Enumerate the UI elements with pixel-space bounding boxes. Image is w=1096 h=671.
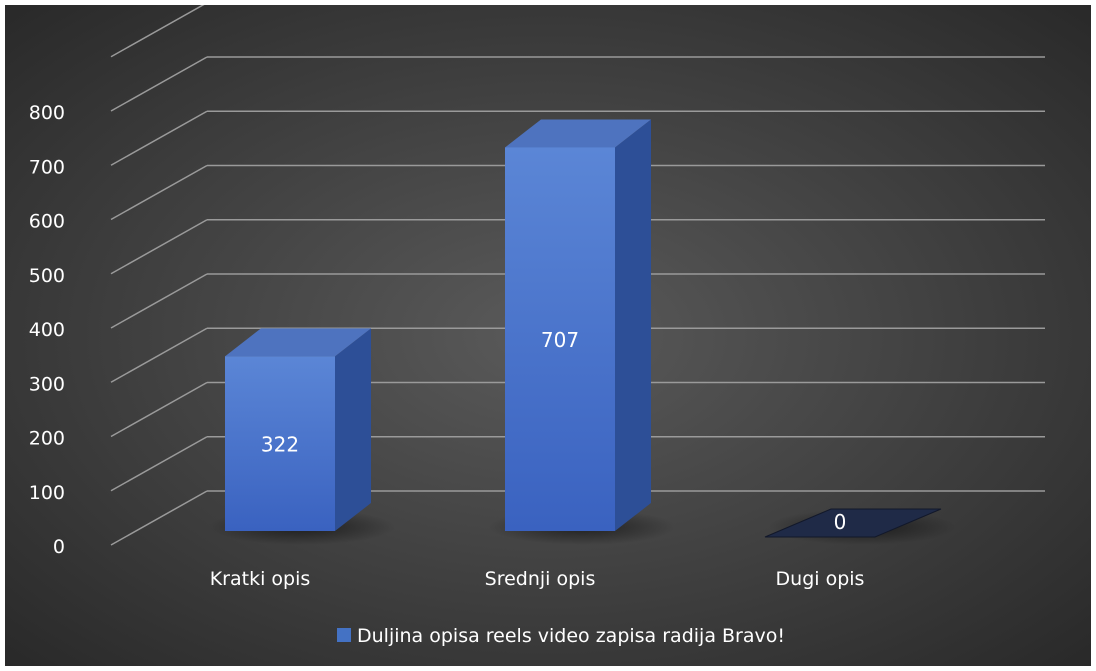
bar-side	[615, 119, 651, 531]
y-tick-label: 800	[29, 102, 65, 124]
y-tick-label: 0	[53, 536, 65, 558]
legend-swatch	[337, 628, 351, 642]
data-label: 322	[261, 433, 299, 457]
y-tick-label: 600	[29, 211, 65, 233]
bar-front	[505, 147, 615, 531]
gridline-wall	[110, 436, 208, 492]
gridline-wall	[110, 327, 208, 383]
bar-zero	[764, 508, 942, 538]
y-tick-label: 300	[29, 373, 65, 395]
y-tick-label: 700	[29, 156, 65, 178]
bars: 322 707 0	[208, 119, 956, 545]
gridline-wall	[110, 5, 205, 58]
y-tick-label: 400	[29, 319, 65, 341]
x-category-label: Srednji opis	[485, 568, 596, 590]
gridline-wall	[110, 56, 208, 112]
bar-top	[225, 328, 371, 357]
x-axis-categories: Kratki opis Srednji opis Dugi opis	[210, 568, 865, 590]
bar-side	[335, 328, 371, 531]
chart-frame: 0 100 200 300 400 500 600 700 800 322 707 0 Kratki…	[5, 5, 1091, 666]
y-tick-label: 500	[29, 265, 65, 287]
data-label: 707	[541, 328, 579, 352]
gridline-wall	[110, 381, 208, 438]
x-category-label: Dugi opis	[776, 568, 865, 590]
bar-top	[505, 119, 651, 148]
gridline-wall	[110, 273, 208, 329]
gridline-wall	[110, 490, 208, 546]
legend: Duljina opisa reels video zapisa radija …	[337, 625, 785, 647]
y-tick-label: 100	[29, 482, 65, 504]
gridline-wall	[110, 110, 208, 166]
legend-label: Duljina opisa reels video zapisa radija …	[357, 625, 785, 647]
data-label: 0	[834, 510, 847, 534]
y-tick-label: 200	[29, 428, 65, 450]
bar-chart: 0 100 200 300 400 500 600 700 800 322 707 0 Kratki…	[5, 5, 1091, 666]
gridline-wall	[110, 164, 208, 221]
x-category-label: Kratki opis	[210, 568, 311, 590]
y-axis-ticks: 0 100 200 300 400 500 600 700 800	[29, 102, 65, 558]
bar-front	[225, 356, 335, 531]
gridline-wall	[110, 219, 208, 275]
